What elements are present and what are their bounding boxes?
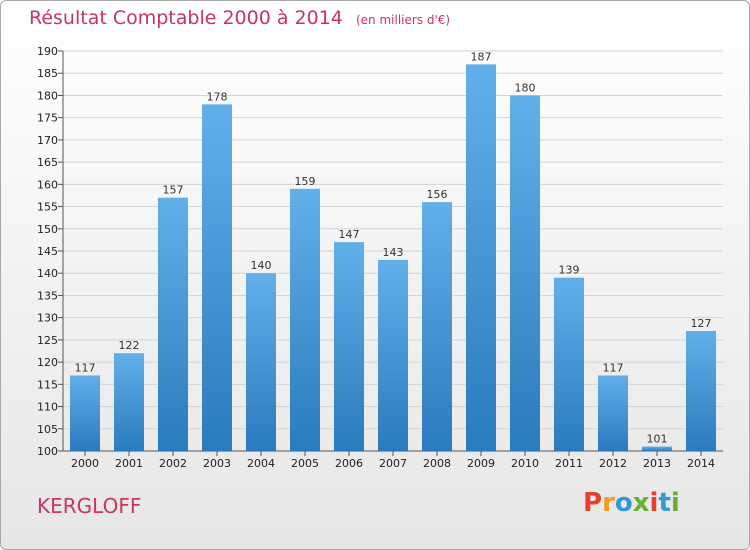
logo-letter: x	[632, 488, 650, 518]
value-label: 159	[295, 175, 316, 188]
bar-2014	[686, 331, 716, 451]
y-tick-label: 160	[37, 178, 58, 191]
town-name: KERGLOFF	[37, 494, 142, 518]
y-tick-labels: 100 105 110 115 120 125 130 135 140 145 150 155 160 1…	[37, 45, 58, 458]
logo-letter: i	[649, 488, 659, 518]
x-tick-label: 2005	[291, 457, 319, 470]
y-tick-label: 130	[37, 312, 58, 325]
bar-2006	[334, 242, 364, 451]
x-tick-label: 2014	[687, 457, 715, 470]
x-tick-label: 2000	[71, 457, 99, 470]
y-tick-label: 120	[37, 356, 58, 369]
y-tick-label: 105	[37, 423, 58, 436]
bar-2000	[70, 375, 100, 451]
bar-2004	[246, 273, 276, 451]
bar-2001	[114, 353, 144, 451]
x-tick-label: 2001	[115, 457, 143, 470]
logo-letter: o	[614, 488, 633, 518]
value-label: 178	[207, 90, 228, 103]
y-tick-label: 180	[37, 89, 58, 102]
bar-2009	[466, 64, 496, 452]
y-tick-label: 140	[37, 267, 58, 280]
y-tick-label: 175	[37, 112, 58, 125]
value-label: 122	[119, 339, 140, 352]
bar-2010	[510, 95, 540, 451]
bar-2002	[158, 197, 188, 451]
bar-2008	[422, 202, 452, 451]
value-label: 187	[471, 50, 492, 63]
value-label: 157	[163, 184, 184, 197]
y-tick-label: 165	[37, 156, 58, 169]
logo-letter: P	[583, 488, 603, 518]
y-tick-label: 150	[37, 223, 58, 236]
unit-note: (en milliers d'€)	[355, 13, 451, 27]
value-label: 156	[427, 188, 448, 201]
chart-title: Résultat Comptable 2000 à 2014 (en milli…	[29, 7, 450, 29]
x-tick-label: 2011	[555, 457, 583, 470]
x-tick-label: 2004	[247, 457, 275, 470]
value-label: 101	[647, 433, 668, 446]
value-label: 127	[691, 317, 712, 330]
x-tick-label: 2007	[379, 457, 407, 470]
value-label: 180	[515, 81, 536, 94]
bar-2005	[290, 188, 320, 451]
y-tick-label: 100	[37, 445, 58, 458]
y-tick-label: 170	[37, 134, 58, 147]
proxiti-logo: Proxiti	[583, 488, 680, 518]
value-label: 140	[251, 259, 272, 272]
x-tick-label: 2009	[467, 457, 495, 470]
bar-2011	[554, 277, 584, 451]
bar-2007	[378, 259, 408, 451]
bar-2003	[202, 104, 232, 451]
logo-letter: i	[670, 488, 680, 518]
x-tick-label: 2002	[159, 457, 187, 470]
y-tick-label: 185	[37, 67, 58, 80]
x-tick-label: 2008	[423, 457, 451, 470]
value-label: 117	[75, 361, 96, 374]
y-tick-label: 125	[37, 334, 58, 347]
x-tick-label: 2012	[599, 457, 627, 470]
bar-2013	[642, 446, 672, 451]
x-tick-label: 2003	[203, 457, 231, 470]
x-tick-label: 2013	[643, 457, 671, 470]
value-label: 147	[339, 228, 360, 241]
x-tick-labels: 2000 2001 2002 2003 2004 2005 2006 2007 2008 2009…	[71, 451, 715, 470]
logo-letter: t	[658, 488, 671, 518]
value-label: 143	[383, 246, 404, 259]
y-tick-label: 190	[37, 45, 58, 58]
y-tick-label: 145	[37, 245, 58, 258]
y-tick-label: 115	[37, 378, 58, 391]
value-label: 139	[559, 264, 580, 277]
x-tick-label: 2010	[511, 457, 539, 470]
y-tick-label: 155	[37, 201, 58, 214]
bar-2012	[598, 375, 628, 451]
y-tick-label: 110	[37, 401, 58, 414]
y-tick-label: 135	[37, 289, 58, 302]
logo-letter: r	[602, 488, 615, 518]
value-label: 117	[603, 361, 624, 374]
title-text: Résultat Comptable 2000 à 2014	[29, 7, 343, 29]
bars: 117 122 157 178 140 159 147 143 156 187 180 139 117 1…	[70, 50, 716, 452]
x-tick-label: 2006	[335, 457, 363, 470]
